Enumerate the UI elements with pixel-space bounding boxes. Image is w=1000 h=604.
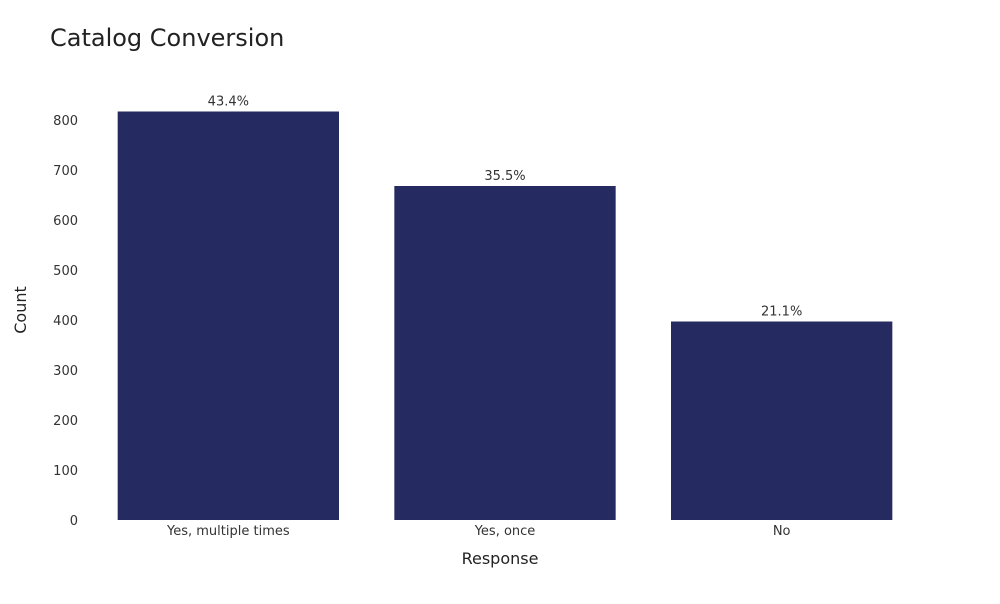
chart-title: Catalog Conversion <box>50 24 285 52</box>
y-axis: 0 100 200 300 400 500 600 700 800 <box>53 114 78 529</box>
x-axis-title: Response <box>462 549 539 568</box>
y-tick-label: 100 <box>53 464 78 479</box>
bar <box>671 321 893 520</box>
y-tick-label: 200 <box>53 414 78 429</box>
x-tick-label: No <box>773 524 791 539</box>
y-tick-label: 700 <box>53 164 78 179</box>
y-tick-label: 800 <box>53 114 78 129</box>
bar-data-label: 43.4% <box>208 95 249 110</box>
bars-layer <box>117 111 893 520</box>
y-tick-label: 500 <box>53 264 78 279</box>
x-axis: Yes, multiple times Yes, once No <box>166 524 791 539</box>
x-tick-label: Yes, once <box>474 524 536 539</box>
bar <box>394 186 616 520</box>
bar-data-label: 35.5% <box>484 169 525 184</box>
y-tick-label: 400 <box>53 314 78 329</box>
y-tick-label: 600 <box>53 214 78 229</box>
data-labels-layer: 43.4% 35.5% 21.1% <box>208 95 803 320</box>
bar <box>117 111 340 520</box>
bar-data-label: 21.1% <box>761 305 802 320</box>
x-tick-label: Yes, multiple times <box>166 524 290 539</box>
y-tick-label: 300 <box>53 364 78 379</box>
y-tick-label: 0 <box>70 514 78 529</box>
y-axis-title: Count <box>11 286 30 334</box>
